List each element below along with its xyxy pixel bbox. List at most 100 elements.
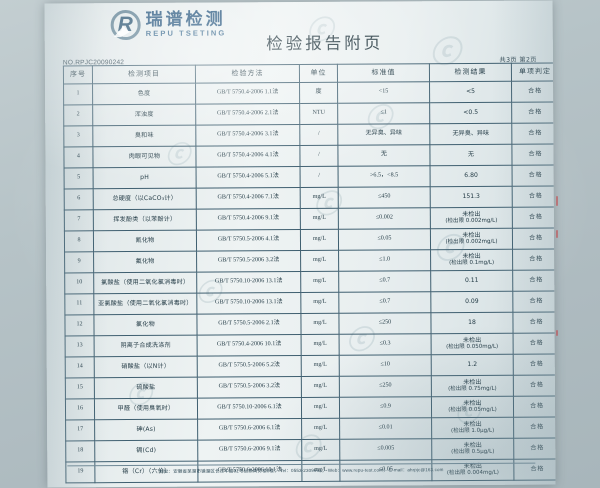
cell-unit: mg/L [300, 229, 339, 251]
cell-no: 16 [65, 398, 95, 420]
cell-no: 14 [65, 356, 95, 378]
result-value: 151.3 [462, 193, 480, 201]
cell-method: GB/T 5750.4-2006 1.1法 [195, 82, 300, 105]
cell-item: 浑浊度 [92, 104, 196, 126]
table-row: 8 氰化物 GB/T 5750.5-2006 4.1法 mg/L ≤0.05 未检出 (检出… [64, 227, 556, 252]
cell-result: 未检出 (检出限 0.050mg/L) [431, 333, 514, 355]
cell-result: 6.80 [430, 165, 513, 187]
cell-standard: ≤1.0 [338, 249, 431, 272]
cell-result: 未检出 (检出限 0.002mg/L) [430, 228, 513, 250]
cell-unit: mg/L [301, 334, 340, 356]
cell-item: 挥发酚类（以苯酚计） [93, 209, 197, 231]
cell-unit: mg/L [301, 355, 340, 377]
cell-standard: ≤0.7 [338, 270, 431, 293]
cell-standard: ≤0.7 [338, 291, 431, 314]
cell-item: pH [93, 167, 197, 189]
cell-result: 0.11 [430, 270, 513, 292]
table-row: 4 肉眼可见物 GB/T 5750.4-2006 4.1法 / 无无合格 [63, 143, 556, 168]
cell-method: GB/T 5750.4-2006 2.1法 [195, 103, 300, 126]
cell-no: 11 [64, 293, 94, 315]
result-value: 0.09 [465, 298, 479, 306]
result-detection-limit: (检出限 1.0μg/L) [451, 428, 495, 435]
table-row: 10 氯酸盐（使用二氧化氯消毒时） GB/T 5750.10-2006 13.1法 m… [64, 269, 556, 294]
cell-no: 17 [65, 419, 95, 441]
cell-item: 亚氯酸盐（使用二氧化氯消毒时） [93, 293, 197, 315]
cell-method: GB/T 5750.10-2006 13.1法 [196, 292, 301, 315]
cell-method: GB/T 5750.10-2006 13.1法 [196, 271, 301, 294]
cell-result: 18 [430, 312, 514, 334]
company-name-cn: 瑞谱检测 [145, 9, 226, 31]
cell-standard: ≤10 [339, 354, 432, 377]
cell-verdict: 合格 [511, 143, 556, 166]
cell-result: 151.3 [430, 186, 513, 208]
cell-no: 1 [63, 83, 93, 105]
cell-verdict: 合格 [512, 290, 556, 313]
cell-method: GB/T 5750.5-2006 5.2法 [197, 355, 302, 378]
table-row: 15 硫酸盐 GB/T 5750.5-2006 3.2法 mg/L ≤250 未检出 (检出… [65, 374, 556, 399]
cell-verdict: 合格 [511, 101, 556, 124]
column-header-unit: 单位 [299, 64, 338, 83]
cell-no: 4 [63, 146, 94, 168]
cell-result: 1.2 [431, 354, 514, 376]
table-row: 17 砷(As) GB/T 5750.6-2006 6.1法 mg/L ≤0.01 未检出… [65, 416, 556, 441]
cell-verdict: 合格 [511, 80, 556, 103]
cell-standard: ≤0.005 [339, 438, 432, 461]
cell-no: 9 [64, 251, 94, 273]
cell-result: 未检出 (检出限 0.05mg/L) [431, 396, 514, 418]
cell-item: 臭和味 [92, 125, 196, 147]
cell-no: 8 [64, 230, 94, 252]
cell-verdict: 合格 [512, 185, 556, 208]
cell-no: 15 [65, 377, 95, 399]
result-value: <5 [466, 88, 476, 96]
ink-fleck [556, 230, 558, 238]
cell-standard: ≤0.3 [339, 333, 432, 356]
cell-verdict: 合格 [513, 374, 556, 397]
result-detection-limit: (检出限 0.002mg/L) [445, 239, 498, 246]
cell-no: 10 [64, 272, 94, 294]
test-results-table: 序号 检测项目 检验方法 单位 标准值 检测结果 单项判定 1 色度 GB/T 57… [63, 62, 556, 483]
cell-item: 阴离子合成洗涤剂 [94, 335, 198, 357]
cell-unit: mg/L [301, 376, 340, 398]
cell-standard: 无异臭、异味 [337, 123, 430, 146]
cell-verdict: 合格 [513, 332, 556, 355]
column-header-standard: 标准值 [337, 63, 430, 83]
cell-unit: mg/L [300, 313, 340, 335]
cell-unit: mg/L [300, 271, 339, 293]
cell-result: <5 [429, 81, 512, 103]
result-detection-limit: (检出限 0.050mg/L) [446, 344, 499, 351]
cell-method: GB/T 5750.4-2006 7.1法 [196, 187, 301, 210]
cell-result: 无异臭、异味 [429, 123, 512, 145]
result-detection-limit: (检出限 0.05mg/L) [448, 407, 497, 414]
cell-method: GB/T 5750.5-2006 2.1法 [196, 313, 302, 336]
cell-result: 未检出 (检出限 1.0μg/L) [431, 417, 514, 439]
cell-item: 总硬度（以CaCO₃计） [93, 188, 197, 210]
table-row: 9 氟化物 GB/T 5750.5-2006 3.2法 mg/L ≤1.0 未检出 (检出限… [64, 248, 556, 273]
cell-result: 未检出 (检出限 0.75mg/L) [431, 375, 514, 397]
cell-method: GB/T 5750.5-2006 3.2法 [196, 250, 301, 273]
column-header-method: 检验方法 [195, 64, 300, 84]
page-title: 检验报告附页 [266, 33, 384, 54]
cell-unit: / [300, 166, 339, 188]
cell-standard: ≤0.9 [339, 396, 432, 419]
cell-item: 色度 [92, 83, 196, 105]
table-row: 11 亚氯酸盐（使用二氧化氯消毒时） GB/T 5750.10-2006 13.1法… [64, 290, 556, 315]
cell-unit: mg/L [301, 439, 340, 461]
cell-unit: mg/L [300, 292, 339, 314]
cell-no: 12 [64, 314, 95, 336]
cell-item: 氟化物 [93, 251, 197, 273]
cell-item: 氰化物 [93, 230, 197, 252]
cell-verdict: 合格 [512, 248, 556, 271]
result-detection-limit: (检出限 0.75mg/L) [448, 386, 497, 393]
table-row: 18 镉(Cd) GB/T 5750.6-2006 9.1法 mg/L ≤0.005 未检… [65, 437, 556, 462]
cell-result: 未检出 (检出限 0.1mg/L) [430, 249, 513, 271]
table-row: 3 臭和味 GB/T 5750.4-2006 3.1法 / 无异臭、异味 无异臭、异味 合格 [63, 122, 556, 147]
table-row: 2 浑浊度 GB/T 5750.4-2006 2.1法 NTU ≤1 <0.5 合格 [63, 101, 556, 126]
cell-item: 肉眼可见物 [92, 146, 197, 168]
result-value: 1.2 [467, 361, 478, 369]
cell-item: 砷(As) [94, 419, 198, 441]
cell-result: 无 [429, 144, 513, 166]
cell-verdict: 合格 [512, 227, 556, 250]
cell-item: 硫酸盐 [94, 377, 198, 399]
cell-result: 0.09 [430, 291, 513, 313]
table-row: 7 挥发酚类（以苯酚计） GB/T 5750.4-2006 9.1法 mg/L ≤0.0… [64, 206, 556, 231]
